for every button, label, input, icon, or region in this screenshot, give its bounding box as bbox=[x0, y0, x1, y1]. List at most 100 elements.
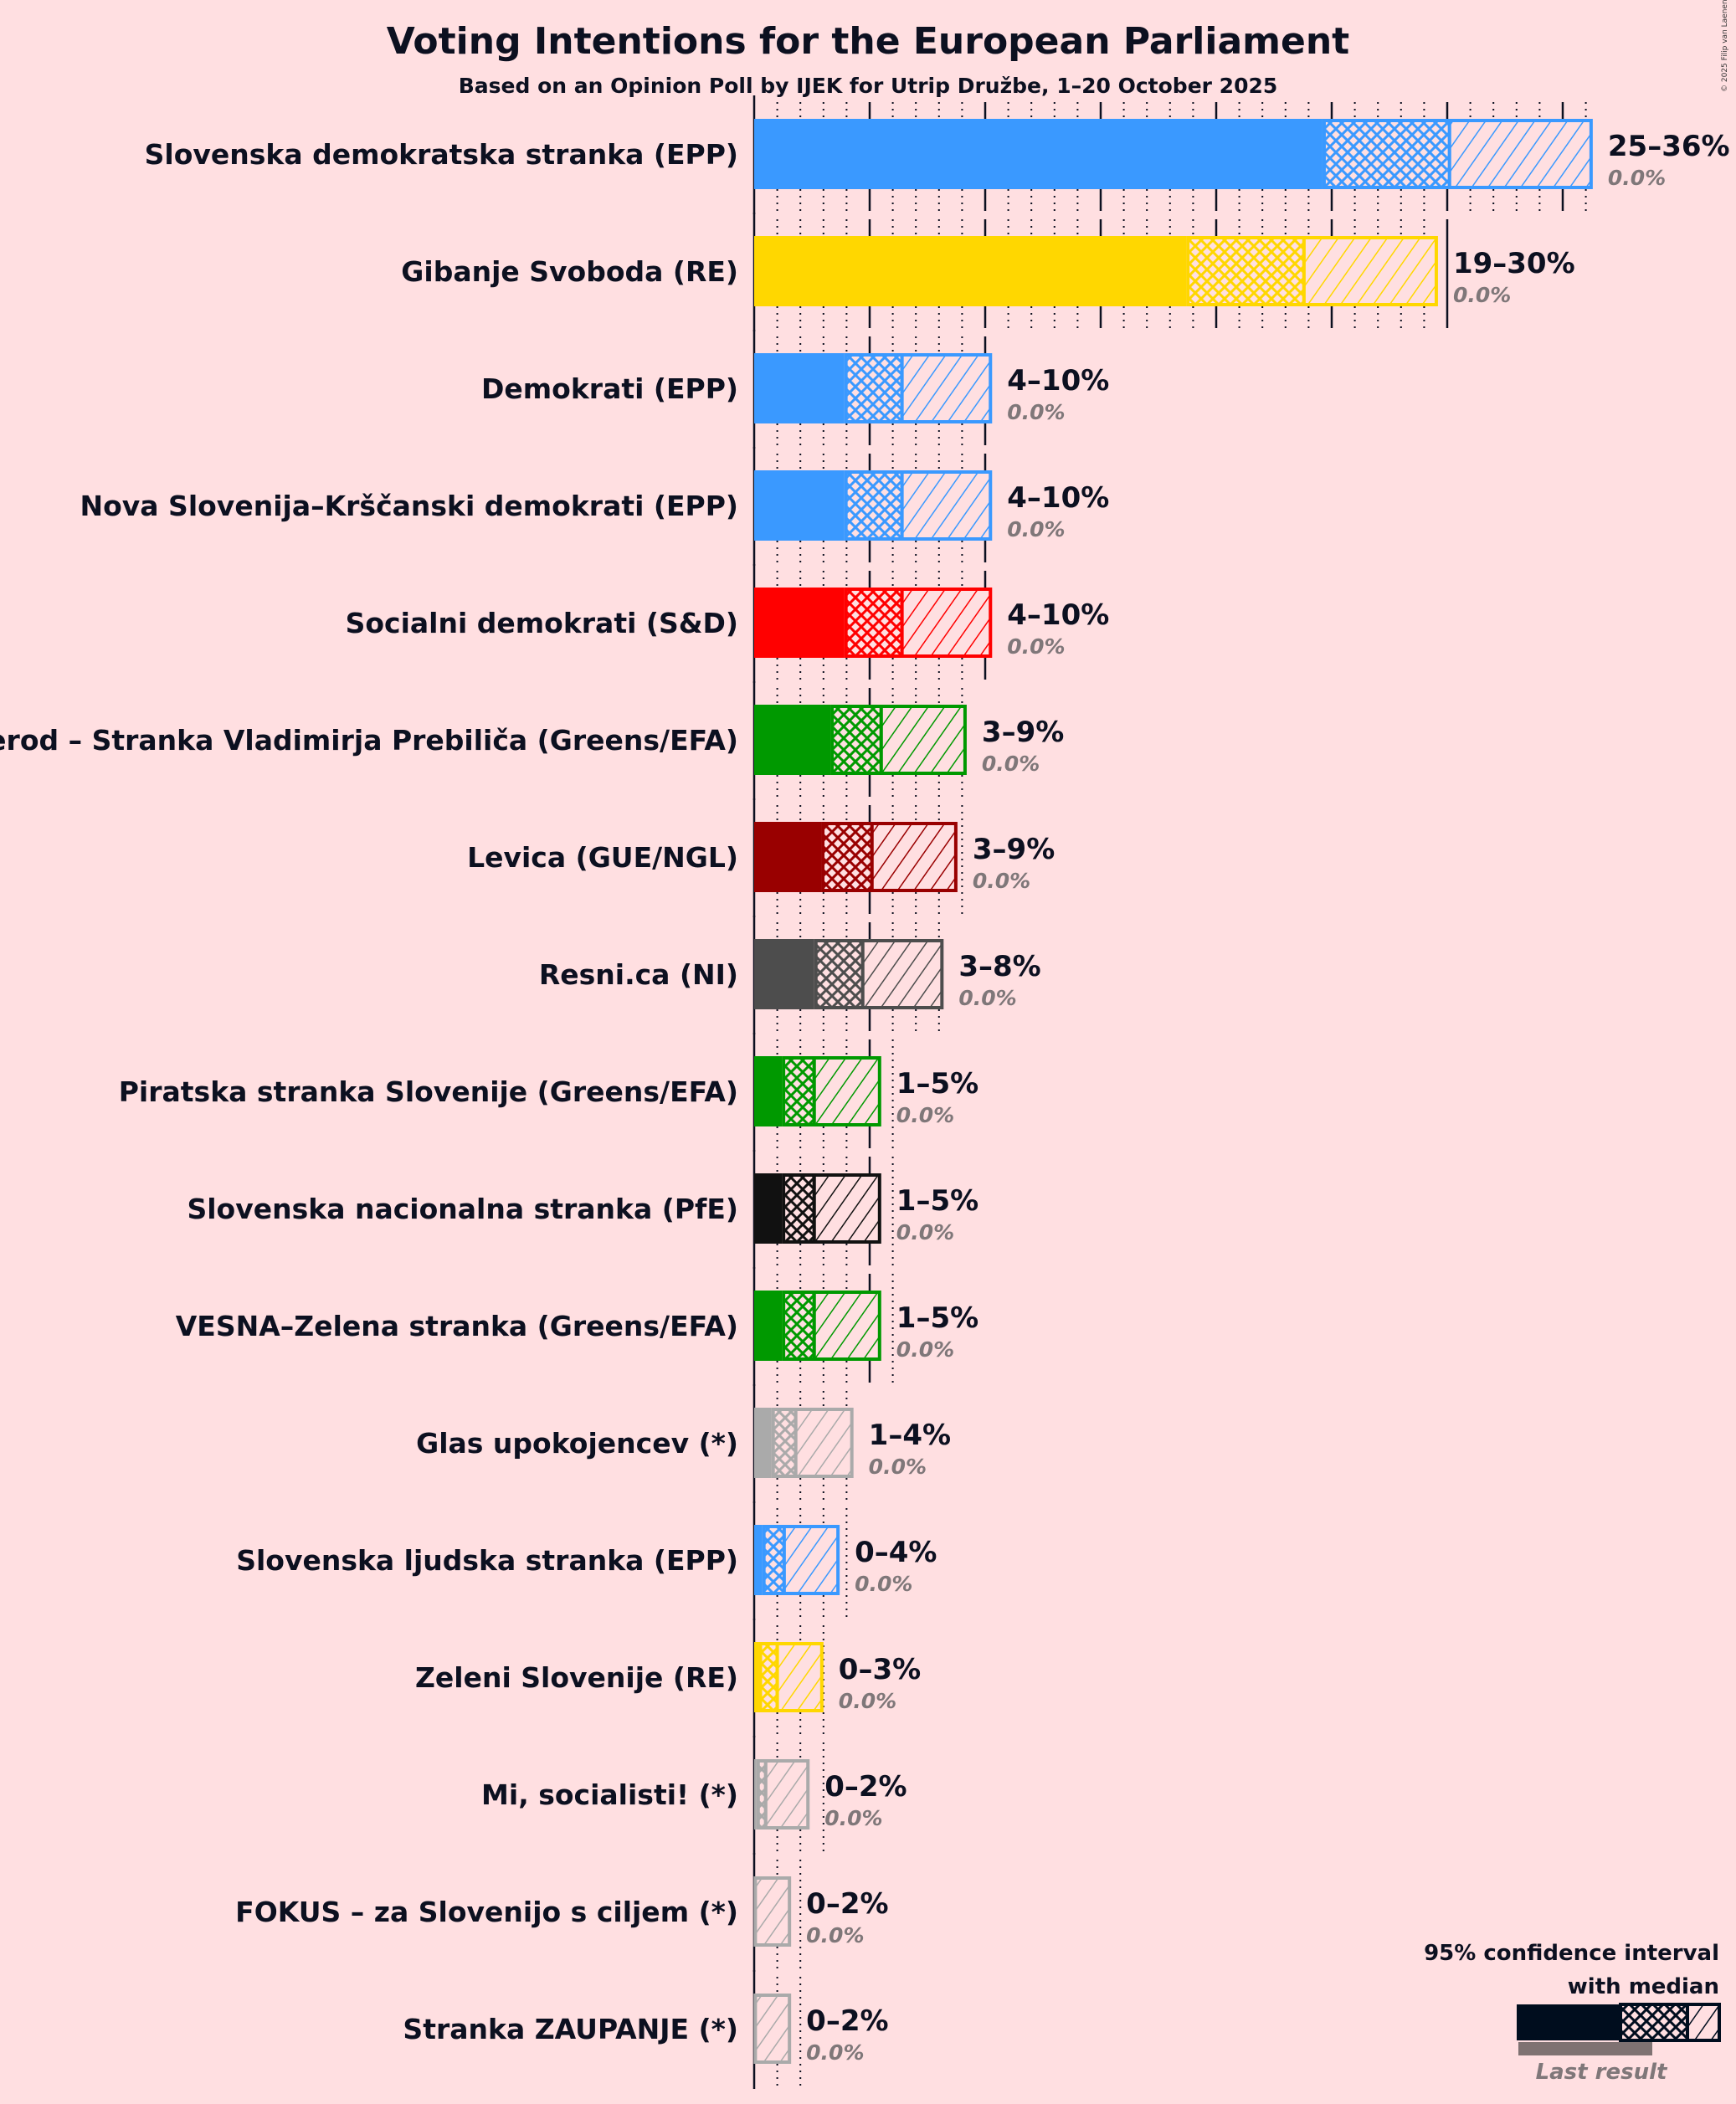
bar-hatch bbox=[763, 1759, 810, 1829]
party-label: Prerod – Stranka Vladimirja Prebiliča (G… bbox=[0, 724, 738, 757]
party-label: Stranka ZAUPANJE (*) bbox=[403, 2013, 738, 2045]
bar-solid bbox=[754, 1173, 783, 1244]
range-label: 0–2% bbox=[824, 1770, 907, 1804]
bar-group: Resni.ca (NI) 3–8% 0.0% bbox=[539, 939, 1041, 1010]
last-result-label: 0.0% bbox=[806, 2040, 864, 2065]
range-label: 25–36% bbox=[1608, 130, 1730, 163]
bar-hatch bbox=[753, 1994, 792, 2064]
last-result-label: 0.0% bbox=[958, 986, 1016, 1010]
bar-hatch bbox=[782, 1525, 840, 1595]
range-label: 1–4% bbox=[869, 1419, 951, 1452]
range-label: 1–5% bbox=[896, 1067, 978, 1101]
party-label: Slovenska demokratska stranka (EPP) bbox=[145, 138, 738, 171]
legend-crosshatch bbox=[1619, 2003, 1689, 2042]
bar-crosshatch bbox=[762, 1525, 786, 1595]
range-label: 3–8% bbox=[958, 950, 1040, 983]
range-label: 0–4% bbox=[855, 1536, 937, 1569]
legend-solid bbox=[1517, 2004, 1620, 2040]
bar-solid bbox=[754, 588, 845, 658]
party-label: Socialni demokrati (S&D) bbox=[346, 607, 738, 639]
last-result-label: 0.0% bbox=[982, 752, 1040, 776]
bar-hatch bbox=[812, 1291, 881, 1361]
bar-crosshatch bbox=[782, 1173, 816, 1244]
last-result-label: 0.0% bbox=[896, 1103, 954, 1127]
bar-solid bbox=[754, 470, 845, 541]
legend-last-result-bar bbox=[1518, 2042, 1652, 2055]
last-result-label: 0.0% bbox=[896, 1220, 954, 1244]
bar-solid bbox=[754, 1408, 772, 1478]
range-label: 1–5% bbox=[896, 1184, 978, 1218]
range-label: 4–10% bbox=[1007, 364, 1109, 398]
range-label: 3–9% bbox=[982, 716, 1064, 749]
bar-hatch bbox=[775, 1642, 824, 1712]
party-label: VESNA–Zelena stranka (Greens/EFA) bbox=[176, 1310, 738, 1342]
bar-group: Slovenska nacionalna stranka (PfE) 1–5%0.… bbox=[187, 1173, 978, 1244]
bar-crosshatch bbox=[844, 470, 904, 541]
bar-crosshatch bbox=[1186, 236, 1306, 306]
party-label: Piratska stranka Slovenije (Greens/EFA) bbox=[119, 1075, 738, 1108]
last-result-label: 0.0% bbox=[839, 1689, 896, 1713]
bar-hatch bbox=[860, 939, 944, 1009]
bar-group: Mi, socialisti! (*) 0–2%0.0% bbox=[481, 1759, 907, 1830]
bar-group: Piratska stranka Slovenije (Greens/EFA) 1… bbox=[119, 1056, 978, 1127]
bar-solid bbox=[754, 1759, 757, 1829]
bar-crosshatch bbox=[821, 822, 874, 892]
legend-title-line1: 95% confidence interval bbox=[1424, 1941, 1719, 1966]
bar-group: Nova Slovenija–Krščanski demokrati (EPP)… bbox=[80, 470, 1109, 541]
legend-hatch bbox=[1686, 2003, 1721, 2042]
bar-solid bbox=[754, 822, 822, 892]
party-label: Mi, socialisti! (*) bbox=[481, 1778, 738, 1811]
bar-group: Slovenska ljudska stranka (EPP) 0–4% 0.0% bbox=[236, 1525, 937, 1596]
bar-crosshatch bbox=[844, 588, 904, 658]
range-label: 4–10% bbox=[1007, 481, 1109, 515]
last-result-label: 0.0% bbox=[1608, 166, 1666, 190]
bar-group: Prerod – Stranka Vladimirja Prebiliča (G… bbox=[0, 705, 1064, 776]
party-label: Resni.ca (NI) bbox=[539, 958, 738, 991]
last-result-label: 0.0% bbox=[1007, 634, 1065, 659]
bar-solid bbox=[754, 1642, 759, 1712]
last-result-label: 0.0% bbox=[869, 1455, 927, 1479]
bar-solid bbox=[754, 1056, 783, 1126]
bar-group: Zeleni Slovenije (RE) 0–3% 0.0% bbox=[415, 1642, 921, 1713]
bar-crosshatch bbox=[758, 1642, 779, 1712]
bar-hatch bbox=[900, 353, 993, 423]
bar-solid bbox=[754, 119, 1323, 189]
party-label: Zeleni Slovenije (RE) bbox=[415, 1661, 738, 1694]
bar-group: Slovenska demokratska stranka (EPP) 25–36… bbox=[145, 119, 1730, 190]
chart-subtitle: Based on an Opinion Poll by IJEK for Utr… bbox=[459, 74, 1278, 98]
bar-solid bbox=[754, 939, 814, 1009]
bar-crosshatch bbox=[830, 705, 883, 775]
bar-hatch bbox=[1302, 236, 1438, 306]
bar-crosshatch bbox=[814, 939, 865, 1009]
last-result-label: 0.0% bbox=[1007, 400, 1065, 424]
bar-crosshatch bbox=[782, 1056, 816, 1126]
bar-hatch bbox=[879, 705, 967, 775]
range-label: 19–30% bbox=[1453, 247, 1575, 280]
bar-solid bbox=[754, 1291, 783, 1361]
range-label: 0–2% bbox=[806, 2004, 888, 2038]
last-result-label: 0.0% bbox=[855, 1572, 912, 1596]
bar-hatch bbox=[812, 1056, 881, 1126]
bar-crosshatch bbox=[1322, 119, 1451, 189]
bar-hatch bbox=[753, 1876, 792, 1947]
bar-crosshatch bbox=[771, 1408, 798, 1478]
legend-last-result-label: Last result bbox=[1536, 2060, 1668, 2085]
range-label: 0–3% bbox=[839, 1653, 921, 1686]
last-result-label: 0.0% bbox=[806, 1923, 864, 1947]
bar-crosshatch bbox=[844, 353, 904, 423]
party-label: Slovenska ljudska stranka (EPP) bbox=[236, 1544, 738, 1577]
bar-hatch bbox=[870, 822, 958, 892]
range-label: 1–5% bbox=[896, 1301, 978, 1335]
party-label: Demokrati (EPP) bbox=[481, 372, 738, 405]
last-result-label: 0.0% bbox=[896, 1337, 954, 1362]
bar-group: VESNA–Zelena stranka (Greens/EFA) 1–5%0.0… bbox=[176, 1291, 978, 1362]
bar-solid bbox=[754, 705, 831, 775]
range-label: 4–10% bbox=[1007, 598, 1109, 632]
bar-group: Demokrati (EPP) 4–10%0.0% bbox=[481, 353, 1109, 424]
chart-title: Voting Intentions for the European Parli… bbox=[387, 20, 1349, 63]
bar-group: Socialni demokrati (S&D) 4–10%0.0% bbox=[346, 588, 1109, 659]
bar-crosshatch bbox=[782, 1291, 816, 1361]
party-label: Slovenska nacionalna stranka (PfE) bbox=[187, 1193, 738, 1225]
bar-hatch bbox=[812, 1173, 881, 1244]
